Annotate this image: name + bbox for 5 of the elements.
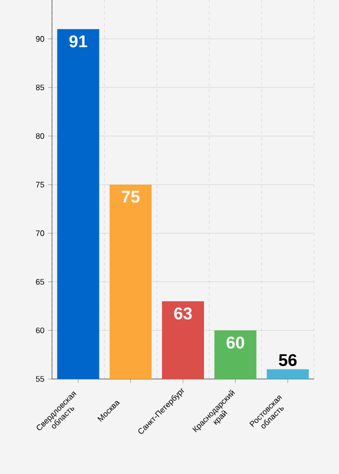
- data-label: 91: [69, 35, 88, 48]
- data-label: 63: [174, 307, 192, 320]
- data-label: 60: [226, 336, 244, 349]
- data-label: 75: [122, 190, 140, 203]
- data-label: 56: [278, 354, 297, 366]
